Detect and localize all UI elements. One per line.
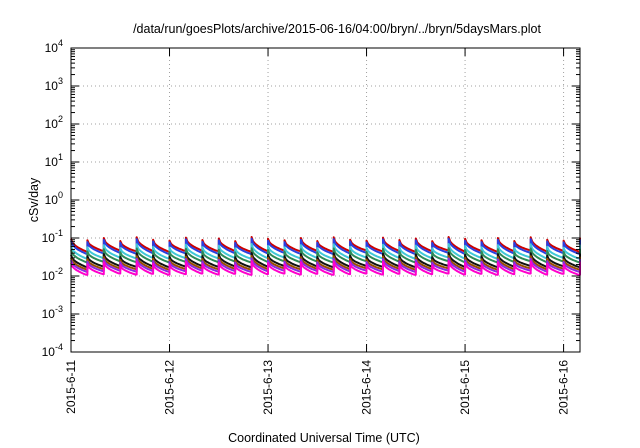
y-tick-label: 100	[45, 190, 63, 207]
x-axis: 2015-6-11 2015-6-12 2015-6-13 2015-6-14 2015…	[64, 48, 571, 415]
series-line	[70, 257, 581, 273]
x-tick-label: 2015-6-16	[557, 360, 571, 415]
y-axis-label: cSv/day	[27, 177, 41, 222]
series-line	[70, 252, 581, 268]
series-line	[70, 243, 581, 260]
series-line	[70, 255, 581, 271]
series-line	[70, 260, 581, 276]
grid	[70, 48, 580, 352]
y-tick-label: 10-1	[42, 228, 63, 245]
y-tick-label: 10-2	[42, 266, 63, 283]
x-tick-label: 2015-6-14	[360, 360, 374, 415]
series-line	[70, 237, 581, 255]
series-line	[70, 236, 581, 253]
y-tick-label: 104	[45, 38, 63, 55]
y-tick-label: 101	[45, 152, 63, 169]
x-tick-label: 2015-6-13	[261, 360, 275, 415]
y-tick-label: 102	[45, 114, 63, 131]
series-line	[70, 247, 581, 264]
chart-title: /data/run/goesPlots/archive/2015-06-16/0…	[133, 22, 541, 36]
x-axis-label: Coordinated Universal Time (UTC)	[228, 431, 420, 445]
y-axis: 10-4 10-3 10-2 10-1 100 101 102 103 104	[42, 38, 580, 359]
x-tick-label: 2015-6-12	[163, 360, 177, 415]
y-tick-label: 10-4	[42, 342, 63, 359]
y-tick-label: 103	[45, 76, 63, 93]
x-tick-label: 2015-6-15	[458, 360, 472, 415]
y-tick-label: 10-3	[42, 304, 63, 321]
x-tick-label: 2015-6-11	[64, 360, 78, 414]
series-group	[70, 236, 581, 276]
